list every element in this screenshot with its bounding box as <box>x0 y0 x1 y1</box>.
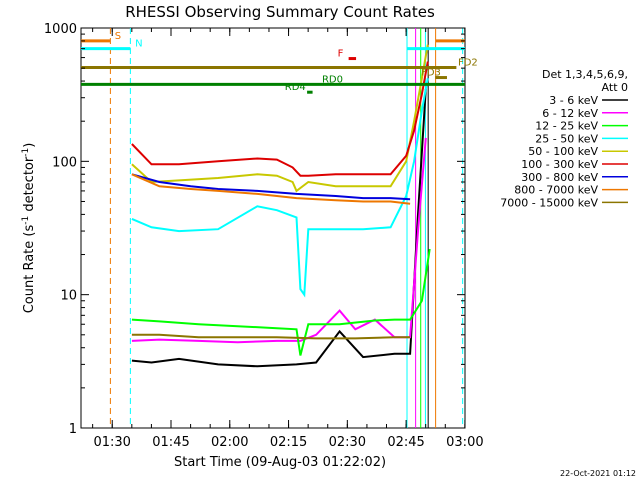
flag-label: S <box>115 31 121 42</box>
y-axis-label-sup1: -1 <box>21 216 31 225</box>
flag-label: F <box>338 49 344 60</box>
series-line-7 <box>131 173 411 205</box>
series-line-2 <box>131 248 431 356</box>
y-tick-label: 1000 <box>44 22 77 37</box>
flag-vertical-lines <box>109 28 464 428</box>
legend-label: 6 - 12 keV <box>542 107 598 120</box>
flag-label: FD2 <box>458 58 478 69</box>
flag-label: FD3 <box>421 68 441 79</box>
x-tick-label: 01:30 <box>93 435 130 450</box>
flag-label: RD4 <box>285 82 306 93</box>
legend-header-1: Det 1,3,4,5,6,9, <box>542 68 628 81</box>
series-line-1 <box>131 137 427 344</box>
legend-label: 7000 - 15000 keV <box>500 196 598 209</box>
series-line-3 <box>131 78 429 298</box>
series-lines <box>131 44 431 368</box>
y-axis: 1 10 100 1000 <box>44 22 465 437</box>
x-tick-label: 02:45 <box>387 435 424 450</box>
y-axis-label-mid: detector <box>22 156 37 216</box>
y-tick-label: 1 <box>69 422 77 437</box>
y-axis-label-end: ) <box>22 143 37 148</box>
x-tick-label: 03:00 <box>446 435 483 450</box>
x-axis-label: Start Time (09-Aug-03 01:22:02) <box>174 455 386 470</box>
y-axis-label: Count Rate (s-1 detector-1) <box>21 143 37 314</box>
x-tick-label: 02:00 <box>211 435 248 450</box>
x-tick-label: 02:30 <box>329 435 366 450</box>
flag-label: N <box>135 39 142 50</box>
flag-bars: S N F FD2 FD3 RD0 RD4 <box>81 31 478 94</box>
y-tick-label: 10 <box>60 289 77 304</box>
legend-label: 100 - 300 keV <box>521 158 598 171</box>
plot-frame <box>80 27 466 429</box>
series-line-5 <box>131 61 429 177</box>
chart-title: RHESSI Observing Summary Count Rates <box>125 3 435 21</box>
x-tick-label: 02:15 <box>270 435 307 450</box>
plot-area: S N F FD2 FD3 RD0 RD4 <box>80 27 478 429</box>
x-axis: 01:30 01:45 02:00 02:15 02:30 02:45 03:00 <box>92 28 484 450</box>
y-axis-label-sup2: -1 <box>21 148 31 157</box>
legend-label: 12 - 25 keV <box>535 120 598 133</box>
flag-label: RD0 <box>322 74 343 85</box>
legend-label: 300 - 800 keV <box>521 171 598 184</box>
x-tick-label: 01:45 <box>152 435 189 450</box>
legend-label: 50 - 100 keV <box>528 145 598 158</box>
legend-header-2: Att 0 <box>602 81 628 94</box>
legend-label: 3 - 6 keV <box>549 94 598 107</box>
footer-timestamp: 22-Oct-2021 01:12 <box>560 469 636 478</box>
legend-label: 25 - 50 keV <box>535 132 598 145</box>
series-line-0 <box>131 88 427 368</box>
y-tick-label: 100 <box>52 155 77 170</box>
y-axis-label-main: Count Rate (s <box>22 225 37 314</box>
series-line-6 <box>131 173 411 201</box>
series-line-8 <box>131 333 411 340</box>
legend-label: 800 - 7000 keV <box>514 184 598 197</box>
